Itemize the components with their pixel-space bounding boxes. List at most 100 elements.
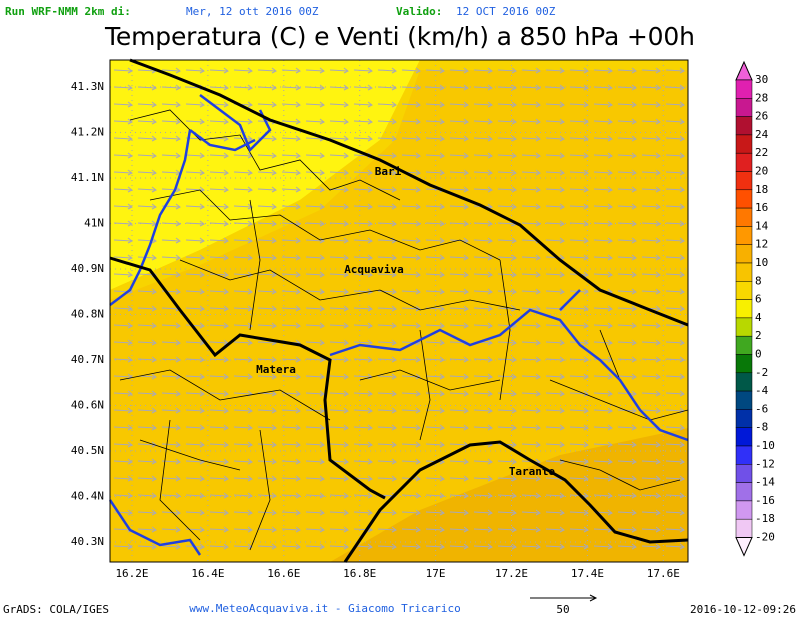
wind-arrow [329, 237, 349, 244]
wind-arrow [209, 441, 229, 448]
wind-arrow [377, 169, 397, 176]
wind-arrow [401, 237, 421, 244]
wind-arrow [569, 458, 589, 465]
wind-arrow [593, 152, 613, 159]
colorbar-band [735, 482, 753, 502]
wind-arrow [617, 84, 637, 91]
wind-arrow [305, 67, 325, 74]
wind-arrow [641, 407, 661, 414]
wind-arrow [617, 526, 637, 533]
wind-arrow [161, 101, 181, 108]
wind-arrow [665, 441, 685, 448]
lat-label: 40.9N [71, 262, 104, 275]
wind-arrow [233, 203, 253, 210]
wind-arrow [521, 424, 541, 431]
wind-arrow [401, 135, 421, 142]
wind-arrow [641, 101, 661, 108]
wind-arrow [401, 509, 421, 516]
wind-arrow [401, 288, 421, 295]
wind-arrow [161, 67, 181, 74]
wind-arrow [209, 543, 229, 550]
wind-arrow [113, 271, 133, 278]
wind-arrow [209, 254, 229, 261]
wind-arrow [233, 271, 253, 278]
colorbar-band [735, 171, 753, 191]
wind-arrow [521, 220, 541, 227]
wind-arrow [569, 441, 589, 448]
wind-arrow [641, 237, 661, 244]
wind-arrow [113, 169, 133, 176]
wind-arrow [161, 543, 181, 550]
wind-arrow [665, 373, 685, 380]
wind-arrow [569, 407, 589, 414]
wind-arrow [449, 322, 469, 329]
wind-arrow [401, 186, 421, 193]
wind-arrow [161, 526, 181, 533]
wind-arrow [449, 203, 469, 210]
colorbar-under [735, 537, 753, 557]
wind-arrow [617, 356, 637, 363]
wind-arrow [473, 526, 493, 533]
wind-arrow [113, 203, 133, 210]
colorbar-label: 4 [755, 311, 762, 324]
wind-arrow [665, 509, 685, 516]
wind-arrow [521, 356, 541, 363]
wind-arrow [233, 492, 253, 499]
wind-arrow [329, 526, 349, 533]
wind-arrow [329, 254, 349, 261]
wind-arrow [617, 254, 637, 261]
wind-arrow [281, 67, 301, 74]
wind-arrow [665, 84, 685, 91]
wind-arrow [137, 475, 157, 482]
wind-arrow [185, 203, 205, 210]
wind-arrow [569, 101, 589, 108]
lon-label: 16.8E [343, 567, 376, 580]
colorbar-label: -10 [755, 439, 775, 452]
wind-arrow [305, 186, 325, 193]
wind-arrow [257, 220, 277, 227]
wind-arrow [449, 101, 469, 108]
wind-arrow [185, 152, 205, 159]
wind-arrow [401, 390, 421, 397]
wind-arrow [617, 67, 637, 74]
wind-arrow [473, 356, 493, 363]
region-borders [108, 94, 689, 556]
wind-arrow [233, 509, 253, 516]
wind-arrow [377, 203, 397, 210]
wind-arrow [641, 84, 661, 91]
wind-arrow [617, 135, 637, 142]
wind-arrow [281, 441, 301, 448]
colorbar-band [735, 79, 753, 99]
wind-arrow [257, 322, 277, 329]
lon-label: 16.2E [115, 567, 148, 580]
wind-arrow [401, 526, 421, 533]
wind-arrow [473, 84, 493, 91]
wind-arrow [665, 305, 685, 312]
lon-label: 16.6E [267, 567, 300, 580]
wind-arrow [377, 254, 397, 261]
colorbar-label: 18 [755, 183, 768, 196]
wind-arrow [329, 543, 349, 550]
wind-arrow [569, 475, 589, 482]
wind-arrow [281, 203, 301, 210]
wind-arrow [665, 237, 685, 244]
wind-arrow [305, 271, 325, 278]
colorbar-band [735, 372, 753, 392]
wind-arrow [257, 237, 277, 244]
wind-arrow [449, 543, 469, 550]
wind-arrow [521, 135, 541, 142]
wind-arrow [641, 390, 661, 397]
wind-arrow [617, 543, 637, 550]
wind-arrow [569, 84, 589, 91]
colorbar-label: 16 [755, 201, 768, 214]
wind-arrow [305, 390, 325, 397]
wind-arrow [473, 237, 493, 244]
wind-arrow [473, 458, 493, 465]
wind-arrow [377, 526, 397, 533]
wind-arrow [305, 339, 325, 346]
wind-arrow [425, 288, 445, 295]
wind-arrow [329, 152, 349, 159]
wind-arrow [161, 254, 181, 261]
wind-arrow [209, 186, 229, 193]
wind-arrow [353, 492, 373, 499]
